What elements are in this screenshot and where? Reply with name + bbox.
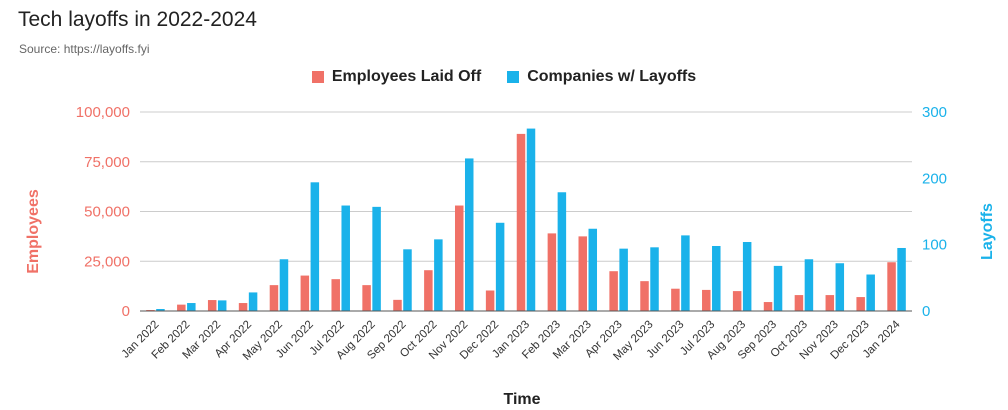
bar-companies	[866, 274, 875, 311]
bar-companies	[557, 192, 567, 311]
bar-companies	[526, 128, 536, 311]
bar-employees	[454, 205, 464, 311]
bar-employees	[702, 289, 711, 311]
bar-companies	[217, 300, 227, 311]
bar-companies	[588, 228, 598, 311]
bar-companies	[372, 206, 381, 311]
bar-employees	[887, 262, 896, 311]
left-axis-tick-label: 25,000	[84, 253, 130, 270]
legend-item-companies[interactable]: Companies w/ Layoffs	[507, 68, 696, 86]
bar-companies	[619, 248, 628, 311]
legend-swatch-employees	[311, 71, 324, 83]
bar-companies	[650, 247, 659, 311]
bar-companies	[464, 158, 474, 311]
bar-employees	[269, 285, 279, 311]
bar-companies	[279, 259, 289, 311]
bar-employees	[763, 302, 773, 311]
bar-employees	[177, 304, 186, 311]
bar-employees	[794, 295, 804, 311]
bar-companies	[156, 309, 165, 311]
right-axis-tick-label: 100	[922, 237, 947, 254]
bar-companies	[248, 292, 258, 311]
right-axis-title: Layoffs	[979, 203, 996, 260]
bar-companies	[712, 245, 721, 311]
left-axis-tick-label: 0	[122, 303, 130, 320]
bar-employees	[825, 295, 835, 311]
bar-employees	[238, 303, 248, 311]
bar-companies	[187, 303, 196, 311]
legend-label-companies: Companies w/ Layoffs	[527, 68, 697, 85]
bar-employees	[609, 271, 618, 311]
bar-employees	[300, 275, 310, 311]
x-axis-title: Time	[503, 391, 540, 408]
bar-companies	[804, 259, 814, 311]
legend-label-employees: Employees Laid Off	[331, 68, 482, 85]
left-axis-tick-label: 100,000	[76, 104, 130, 121]
bar-companies	[310, 182, 320, 311]
left-axis-tick-label: 75,000	[84, 154, 130, 171]
bar-employees	[578, 236, 588, 311]
bar-employees	[547, 233, 557, 311]
bar-companies	[434, 239, 443, 311]
bar-employees	[856, 297, 865, 311]
legend-item-employees[interactable]: Employees Laid Off	[311, 68, 482, 86]
legend-swatch-companies	[507, 71, 520, 83]
bar-employees	[331, 279, 340, 311]
left-axis-title: Employees	[25, 189, 42, 274]
right-axis-tick-label: 0	[922, 303, 930, 320]
left-axis-tick-label: 50,000	[84, 204, 130, 221]
bar-employees	[671, 288, 680, 311]
bar-employees	[516, 133, 526, 311]
bar-employees	[362, 285, 371, 311]
bar-companies	[681, 235, 690, 311]
legend: Employees Laid Off Companies w/ Layoffs	[0, 68, 1008, 86]
bar-employees	[732, 291, 742, 311]
bar-companies	[495, 222, 505, 311]
bar-companies	[742, 242, 752, 311]
chart-subtitle: Source: https://layoffs.fyi	[19, 42, 150, 56]
bar-employees	[640, 281, 649, 311]
bar-employees	[393, 299, 402, 311]
bar-companies	[773, 265, 783, 311]
bar-employees	[485, 290, 495, 311]
bar-companies	[403, 249, 412, 311]
bar-employees	[424, 270, 433, 311]
chart-title: Tech layoffs in 2022-2024	[18, 8, 257, 31]
bar-companies	[341, 205, 350, 311]
right-axis-tick-label: 200	[922, 170, 947, 187]
bar-companies	[835, 263, 845, 311]
bar-employees	[207, 300, 217, 311]
right-axis-tick-label: 300	[922, 104, 947, 121]
bar-companies	[897, 247, 906, 311]
